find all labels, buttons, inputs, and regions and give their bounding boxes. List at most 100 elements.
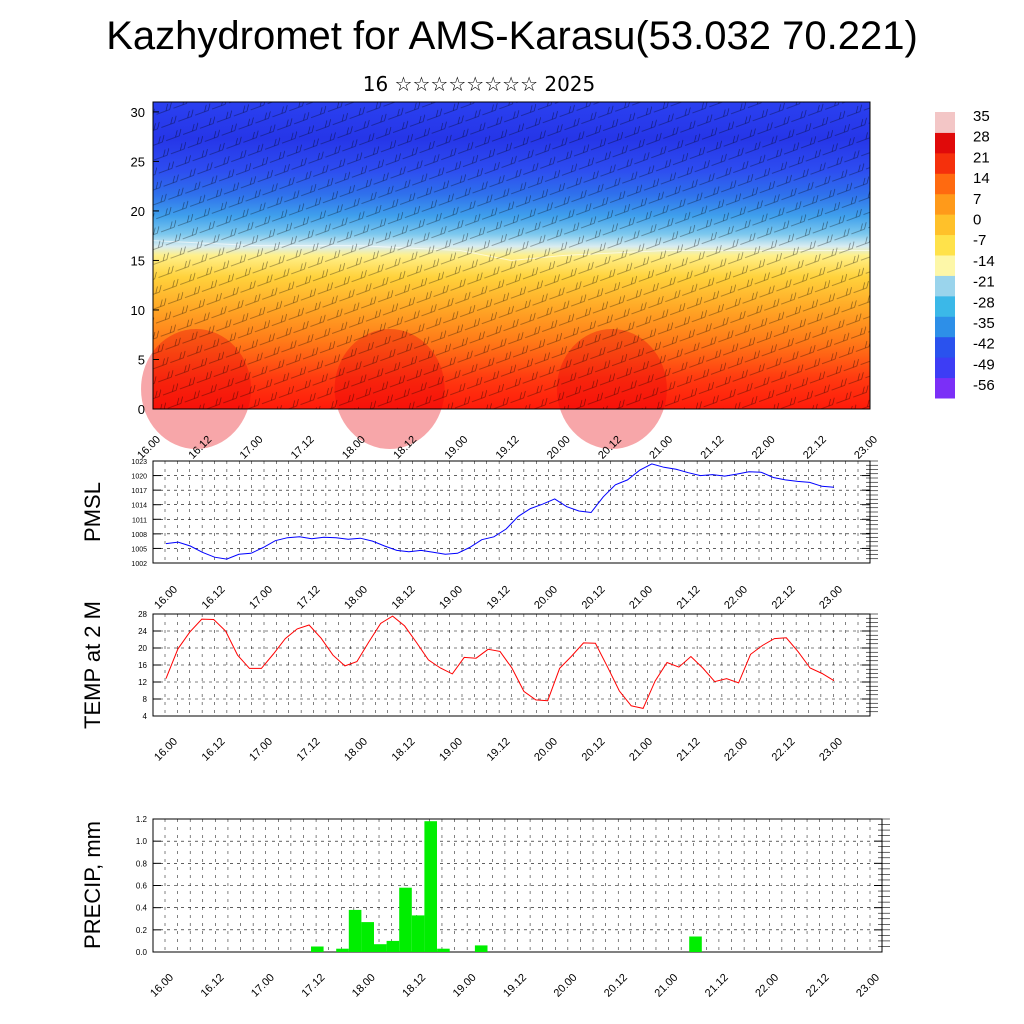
- x-tick-label: 17.12: [295, 736, 323, 764]
- y-tick-label: 0.0: [136, 948, 148, 957]
- x-tick-label: 19.12: [485, 736, 513, 764]
- x-tick-label: 16.00: [148, 972, 176, 1000]
- colorbar-label: 7: [973, 191, 981, 208]
- y-tick-label: 4: [143, 712, 148, 721]
- x-tick-label: 23.00: [817, 584, 845, 612]
- y-tick-label: 1014: [131, 503, 147, 510]
- colorbar-label: 21: [973, 149, 990, 166]
- y-axis-label: PRECIP, mm: [80, 821, 105, 949]
- x-tick-label: 16.00: [152, 736, 180, 764]
- colorbar-label: -21: [973, 274, 995, 291]
- y-tick-label: 8: [143, 695, 148, 704]
- colorbar-swatch: [935, 316, 955, 338]
- y-tick-label: 25: [131, 154, 145, 169]
- colorbar-label: 28: [973, 129, 990, 146]
- x-tick-label: 19.00: [451, 972, 479, 1000]
- colorbar-swatch: [935, 255, 955, 276]
- precip-bar: [361, 922, 374, 952]
- y-tick-label: 10: [131, 303, 145, 318]
- colorbar-swatch: [935, 336, 955, 358]
- x-tick-label: 22.12: [770, 584, 798, 612]
- x-tick-label: 23.00: [852, 434, 880, 462]
- x-tick-label: 17.00: [238, 434, 266, 462]
- x-tick-label: 19.00: [442, 434, 470, 462]
- x-tick-label: 17.12: [295, 584, 323, 612]
- y-tick-label: 0: [138, 402, 145, 417]
- temp-series-line: [165, 615, 835, 709]
- y-tick-label: 0.6: [136, 882, 148, 891]
- y-tick-label: 1011: [132, 517, 147, 524]
- y-tick-label: 1023: [131, 459, 147, 466]
- colorbar-label: -14: [973, 253, 995, 270]
- plot-frame: [152, 101, 871, 410]
- x-tick-label: 17.00: [247, 736, 275, 764]
- wind-barbs: [153, 102, 870, 409]
- x-tick-label: 21.12: [699, 434, 727, 462]
- page-subtitle: 16 ☆☆☆☆☆☆☆☆ 2025: [362, 72, 596, 96]
- x-tick-label: 22.00: [722, 584, 750, 612]
- y-tick-label: 12: [138, 678, 147, 687]
- colorbar-swatch: [935, 214, 955, 236]
- precip-bar: [311, 946, 324, 952]
- colorbar-label: -28: [973, 294, 995, 311]
- x-tick-label: 19.12: [485, 584, 513, 612]
- x-tick-label: 20.12: [602, 972, 630, 1000]
- colorbar-label: -49: [973, 356, 995, 373]
- colorbar-label: -7: [973, 232, 986, 249]
- x-tick-label: 20.00: [532, 736, 560, 764]
- colorbar-label: -35: [973, 315, 995, 332]
- x-tick-label: 19.12: [501, 972, 529, 1000]
- y-tick-label: 30: [131, 105, 145, 120]
- y-axis-label: TEMP at 2 M: [80, 601, 105, 729]
- precip-bar: [474, 945, 488, 952]
- x-tick-label: 18.12: [390, 736, 418, 764]
- page-title: Kazhydromet for AMS-Karasu(53.032 70.221…: [106, 14, 918, 58]
- x-tick-label: 16.00: [135, 434, 163, 462]
- colorbar-swatch: [935, 275, 955, 297]
- x-tick-label: 22.12: [801, 434, 829, 462]
- precip-bar: [411, 915, 425, 952]
- y-tick-label: 1005: [131, 546, 147, 553]
- y-tick-label: 16: [138, 661, 147, 670]
- precip-bar: [336, 948, 349, 952]
- colorbar-label: -56: [973, 377, 995, 394]
- x-tick-label: 19.12: [494, 434, 522, 462]
- colorbar-label: -42: [973, 336, 995, 353]
- precip-chart: 0.0 0.2 0.4 0.6 0.8 1.0 1.2 PRECIP, mm 16.00 16.1…: [80, 815, 890, 1000]
- x-tick-label: 18.00: [342, 584, 370, 612]
- y-tick-label: 24: [138, 627, 147, 636]
- y-tick-label: 28: [138, 610, 147, 619]
- y-tick-label: 0.2: [136, 926, 148, 935]
- y-tick-label: 0.4: [136, 904, 148, 913]
- colorbar-label: 35: [973, 108, 990, 125]
- precip-bar: [689, 936, 702, 952]
- precip-bar: [348, 909, 362, 952]
- pmsl-series-line: [165, 463, 835, 560]
- y-tick-label: 1008: [131, 532, 147, 539]
- x-tick-label: 21.00: [647, 434, 675, 462]
- precip-bar: [386, 940, 400, 952]
- x-tick-label: 22.00: [750, 434, 778, 462]
- temp-chart: 4 8 12 16 20 24 28 TEMP at 2 M 16.00 16.12 17.00 17…: [80, 601, 878, 764]
- y-tick-label: 1.0: [136, 837, 148, 846]
- y-tick-label: 20: [131, 204, 145, 219]
- x-tick-label: 16.12: [200, 584, 228, 612]
- x-tick-label: 21.12: [675, 584, 703, 612]
- colorbar-swatch: [935, 234, 955, 256]
- colorbar-label: 0: [973, 212, 981, 229]
- x-tick-label: 18.00: [350, 972, 378, 1000]
- x-tick-label: 22.12: [804, 972, 832, 1000]
- y-tick-label: 15: [131, 253, 145, 268]
- x-tick-label: 21.00: [627, 736, 655, 764]
- colorbar-swatch: [935, 112, 955, 133]
- y-tick-label: 5: [138, 352, 145, 367]
- x-tick-label: 20.12: [580, 736, 608, 764]
- x-tick-label: 16.12: [199, 972, 227, 1000]
- colorbar-swatch: [935, 377, 955, 399]
- colorbar-swatch: [935, 295, 955, 317]
- precip-bar: [374, 944, 387, 952]
- x-tick-label: 23.00: [854, 972, 882, 1000]
- x-tick-label: 22.00: [722, 736, 750, 764]
